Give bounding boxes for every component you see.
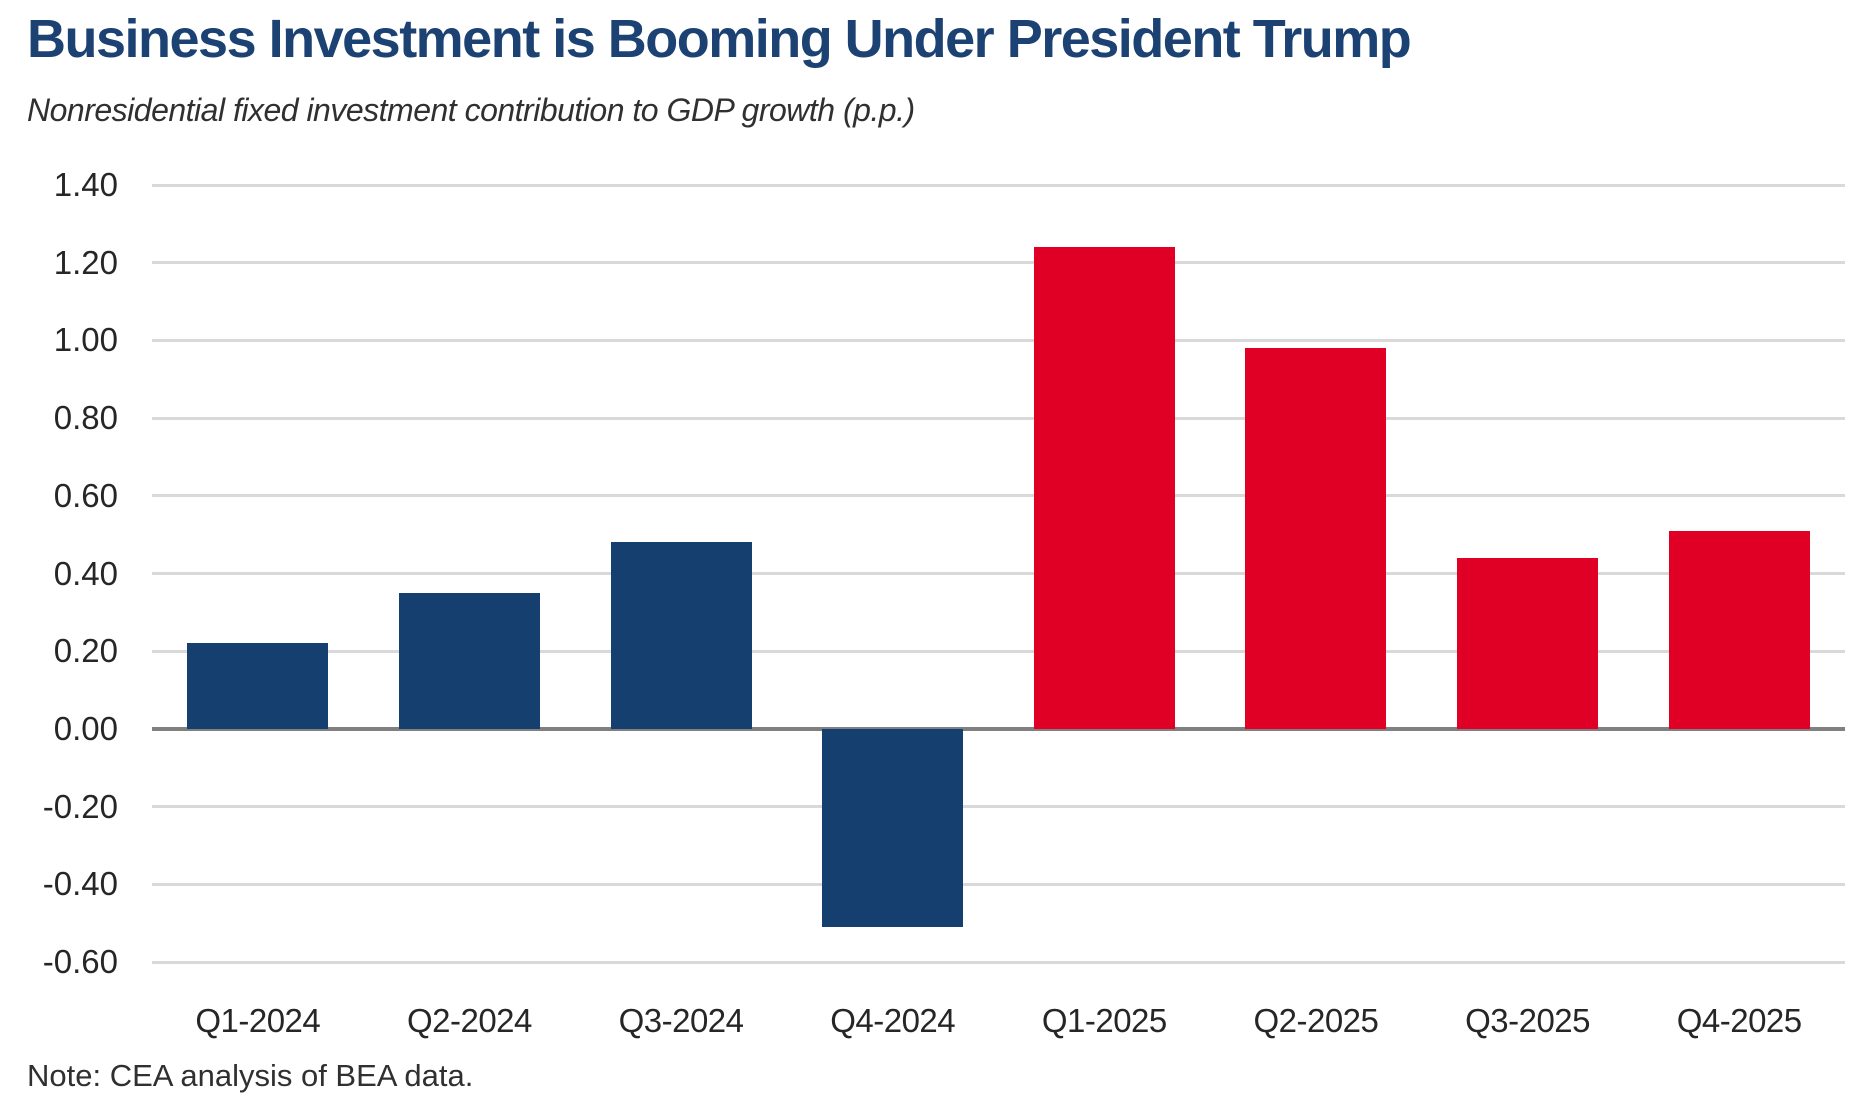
x-tick-label: Q3-2024 <box>618 1002 744 1039</box>
bar-q3-2024 <box>610 542 752 729</box>
gridline <box>152 805 1845 809</box>
bar-q2-2024 <box>398 592 540 729</box>
y-tick-label: -0.40 <box>42 865 118 903</box>
bar-q3-2025 <box>1457 557 1599 729</box>
chart-subtitle: Nonresidential fixed investment contribu… <box>27 92 915 128</box>
zero-axis-line <box>152 726 1845 731</box>
x-tick-label: Q1-2024 <box>195 1002 321 1039</box>
bar-q1-2025 <box>1033 247 1175 729</box>
y-tick-label: 1.20 <box>53 243 118 281</box>
x-tick-label: Q4-2024 <box>830 1002 956 1039</box>
gridline <box>152 572 1845 575</box>
y-tick-label: -0.20 <box>42 787 118 825</box>
gridline <box>152 494 1845 498</box>
gridline <box>152 338 1845 342</box>
gridline <box>152 649 1845 653</box>
x-tick-label: Q3-2025 <box>1465 1002 1591 1039</box>
chart-title: Business Investment is Booming Under Pre… <box>27 9 1412 69</box>
y-tick-label: 1.40 <box>53 166 118 203</box>
bar-q4-2024 <box>822 728 964 928</box>
x-tick-label: Q2-2024 <box>406 1002 532 1039</box>
chart-note: Note: CEA analysis of BEA data. <box>27 1058 474 1093</box>
bar-q1-2024 <box>187 643 329 729</box>
y-tick-label: 0.40 <box>53 554 118 592</box>
y-tick-label: 1.00 <box>53 321 118 359</box>
gridline <box>152 183 1845 187</box>
y-tick-label: -0.60 <box>42 943 118 980</box>
y-tick-label: 0.20 <box>53 632 118 670</box>
gridline <box>152 960 1845 964</box>
bar-q4-2025 <box>1668 530 1810 729</box>
y-tick-label: 0.80 <box>53 399 118 437</box>
gridline <box>152 261 1845 265</box>
gridline <box>152 882 1845 886</box>
gridline <box>152 416 1845 420</box>
x-tick-label: Q1-2025 <box>1041 1002 1167 1039</box>
y-tick-label: 0.60 <box>53 476 118 514</box>
bar-q2-2025 <box>1245 348 1387 729</box>
y-tick-label: 0.00 <box>53 709 118 747</box>
x-tick-label: Q2-2025 <box>1253 1002 1379 1039</box>
x-tick-label: Q4-2025 <box>1676 1002 1802 1039</box>
